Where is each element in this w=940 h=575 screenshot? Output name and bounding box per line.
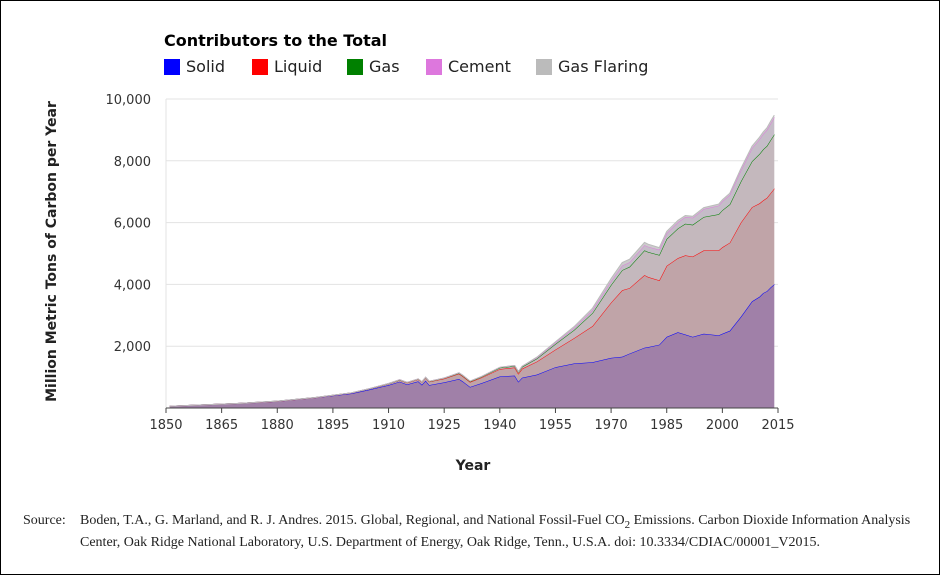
area-liquid [169,188,775,407]
source-label: Source: [23,513,66,528]
legend-label-liquid: Liquid [274,57,323,76]
emissions-area-chart: 2,000 4,000 6,000 8,000 10,000 1850 1865 1880 18… [44,93,795,474]
legend-swatch-gas-flaring [536,59,552,75]
x-tick-label: 1880 [261,418,294,433]
x-tick-label: 2000 [706,418,739,433]
y-tick-label: 6,000 [114,217,151,232]
x-tick-label: 1970 [595,418,628,433]
x-tick-label: 1850 [149,418,182,433]
line-gas-flaring [169,114,775,407]
area-gas [169,134,775,407]
x-tick-label: 1895 [316,418,349,433]
legend-label-gas: Gas [369,57,400,76]
y-axis-title: Million Metric Tons of Carbon per Year [44,101,60,402]
stacked-areas [169,114,775,408]
area-solid [169,284,775,408]
source-text-main: Boden, T.A., G. Marland, and R. J. Andre… [80,513,625,528]
y-tick-label: 2,000 [114,340,151,355]
y-tick-label: 8,000 [114,155,151,170]
legend-label-cement: Cement [448,57,511,76]
x-tick-label: 1910 [372,418,405,433]
legend-title: Contributors to the Total [164,31,387,50]
source-text-end: Emissions. Carbon Dioxide Information An… [80,513,911,550]
axes: 2,000 4,000 6,000 8,000 10,000 1850 1865 1880 18… [106,93,795,433]
legend-swatch-cement [426,59,442,75]
x-tick-label: 1985 [650,418,683,433]
x-axis-title: Year [455,458,491,474]
legend-swatch-liquid [252,59,268,75]
legend-swatch-gas [347,59,363,75]
x-tick-label: 1940 [483,418,516,433]
legend-label-solid: Solid [186,57,225,76]
source-subscript: 2 [624,518,631,531]
x-tick-label: 1865 [205,418,238,433]
x-tick-label: 1955 [539,418,572,433]
y-tick-label: 4,000 [114,278,151,293]
x-tick-label: 1925 [428,418,461,433]
source-text: Boden, T.A., G. Marland, and R. J. Andre… [80,512,930,552]
legend-label-gas-flaring: Gas Flaring [558,57,649,76]
y-tick-label: 10,000 [106,93,152,108]
legend-swatch-solid [164,59,180,75]
x-tick-label: 2015 [761,418,794,433]
